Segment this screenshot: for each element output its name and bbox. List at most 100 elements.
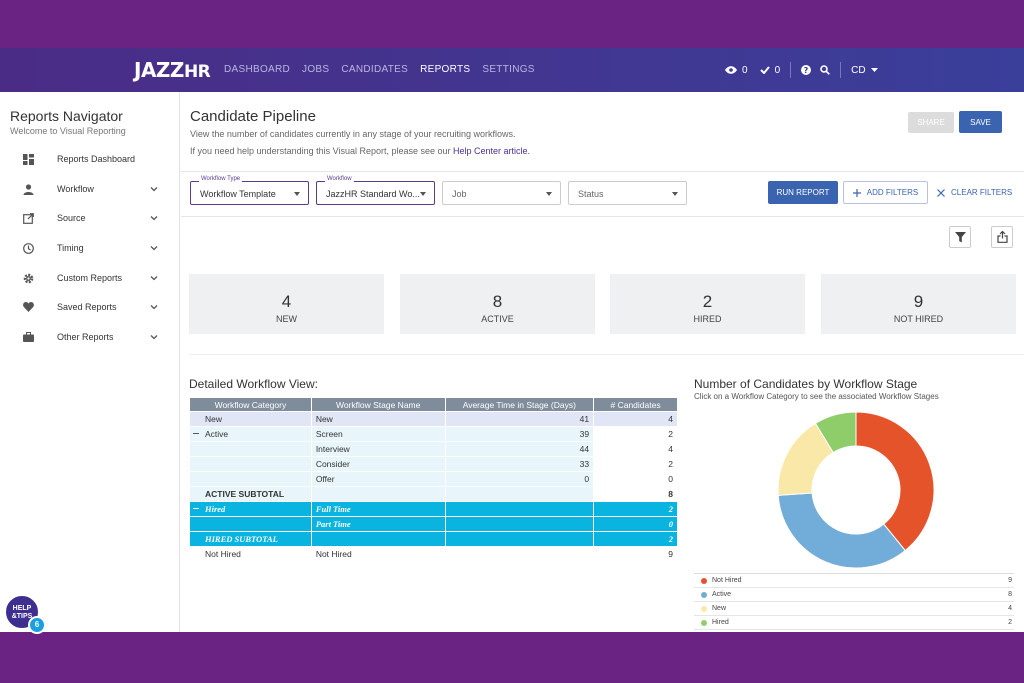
workflow-type-select[interactable]: Workflow Type Workflow Template (190, 176, 309, 205)
cell-stage: Full Time (310, 501, 446, 517)
legend-item[interactable]: New 4 (694, 602, 1014, 616)
jazzhr-logo[interactable]: JAZZHR (134, 58, 211, 82)
table-row[interactable]: Active Screen 39 2 (189, 426, 678, 442)
nav-divider (840, 62, 842, 78)
legend-item[interactable]: Not Hired 9 (694, 574, 1014, 588)
table-row[interactable]: New New 41 4 (189, 411, 678, 427)
help-tips-badge[interactable]: 6 (28, 616, 46, 634)
sidebar-item-workflow[interactable]: Workflow (0, 176, 180, 202)
job-select[interactable]: Job (442, 181, 561, 205)
help-center-link[interactable]: Help Center article. (453, 146, 531, 156)
legend-value: 2 (1008, 619, 1012, 626)
table-row[interactable]: Part Time 0 (189, 516, 678, 532)
cell-avg-time (444, 531, 595, 547)
table-row[interactable]: Interview 44 4 (189, 441, 678, 457)
nav-link-dashboard[interactable]: DASHBOARD (224, 64, 291, 75)
summary-label: NEW (276, 314, 297, 324)
summary-card-not-hired: 9 NOT HIRED (821, 274, 1016, 334)
divider (181, 216, 1024, 217)
job-placeholder: Job (452, 189, 467, 199)
cell-count: 2 (593, 426, 678, 442)
check-icon (759, 66, 770, 74)
table-row[interactable]: Hired Full Time 2 (189, 501, 678, 517)
table-row[interactable]: Consider 33 2 (189, 456, 678, 472)
collapse-icon[interactable] (193, 508, 199, 509)
briefcase-icon (22, 331, 34, 343)
nav-link-candidates[interactable]: CANDIDATES (341, 64, 409, 75)
summary-card-new: 4 NEW (189, 274, 384, 334)
user-menu[interactable]: CD (851, 65, 878, 76)
export-button[interactable] (991, 226, 1013, 248)
sidebar-item-other-reports[interactable]: Other Reports (0, 324, 180, 350)
sidebar-item-source[interactable]: Source (0, 205, 180, 231)
table-row-subtotal: HIRED SUBTOTAL 2 (189, 531, 678, 547)
caret-down-icon (672, 192, 678, 196)
column-header: Average Time in Stage (Days) (444, 397, 595, 412)
filter-button[interactable] (949, 226, 971, 248)
cell-avg-time: 0 (444, 471, 595, 487)
add-filters-button[interactable]: ADD FILTERS (843, 181, 928, 204)
cell-category (189, 456, 312, 472)
sidebar-item-saved-reports[interactable]: Saved Reports (0, 294, 180, 320)
donut-slice-active[interactable] (777, 492, 906, 569)
collapse-icon[interactable] (193, 433, 199, 434)
donut-slice-hired[interactable] (814, 411, 857, 454)
sidebar-item-custom-reports[interactable]: Custom Reports (0, 265, 180, 291)
clear-filters-label: CLEAR FILTERS (951, 188, 1013, 197)
summary-count: 2 (702, 292, 713, 311)
nav-right: 0 0 ? CD (725, 62, 878, 78)
nav-link-jobs[interactable]: JOBS (302, 64, 330, 75)
reports-sidebar: Reports Navigator Welcome to Visual Repo… (0, 92, 180, 634)
legend-item[interactable]: Hired 2 (694, 616, 1014, 630)
legend-swatch (701, 592, 707, 598)
table-row[interactable]: Offer 0 0 (189, 471, 678, 487)
clock-icon (22, 242, 34, 254)
legend-value: 4 (1008, 605, 1012, 612)
cell-category: ACTIVE SUBTOTAL (189, 486, 312, 502)
filter-icon (954, 231, 966, 242)
legend-label: Hired (712, 619, 729, 626)
views-indicator[interactable]: 0 (725, 65, 748, 76)
summary-count: 9 (913, 292, 924, 311)
tasks-indicator[interactable]: 0 (759, 64, 781, 76)
caret-down-icon (420, 192, 426, 196)
status-select[interactable]: Status (568, 181, 687, 205)
table-row[interactable]: Not Hired Not Hired 9 (189, 546, 678, 562)
sidebar-item-label: Reports Dashboard (57, 154, 136, 164)
tasks-count: 0 (774, 64, 781, 76)
nav-link-settings[interactable]: SETTINGS (482, 64, 535, 75)
cell-stage (310, 531, 446, 547)
share-button[interactable]: SHARE (908, 112, 954, 133)
close-icon (937, 188, 945, 197)
sidebar-item-reports-dashboard[interactable]: Reports Dashboard (0, 146, 180, 172)
sidebar-subtitle: Welcome to Visual Reporting (10, 126, 126, 136)
donut-chart[interactable] (776, 410, 936, 570)
cell-avg-time (444, 501, 595, 517)
cell-count: 0 (593, 471, 678, 487)
nav-link-reports[interactable]: REPORTS (420, 64, 471, 75)
cell-count: 2 (593, 456, 678, 472)
save-button[interactable]: SAVE (959, 111, 1002, 133)
cell-stage: New (310, 411, 446, 427)
help-icon[interactable]: ? (801, 65, 812, 75)
workflow-select[interactable]: Workflow JazzHR Standard Wo... (316, 176, 435, 205)
summary-count: 4 (281, 292, 292, 311)
external-link-icon (22, 212, 34, 224)
cell-avg-time: 44 (444, 441, 595, 457)
legend-value: 8 (1008, 591, 1012, 598)
summary-count: 8 (492, 292, 503, 311)
clear-filters-button[interactable]: CLEAR FILTERS (937, 181, 1012, 204)
chevron-down-icon (150, 216, 158, 221)
cell-category[interactable]: Active (189, 426, 312, 442)
search-icon[interactable] (820, 65, 830, 75)
run-report-button[interactable]: RUN REPORT (768, 181, 838, 204)
workflow-value: JazzHR Standard Wo... (326, 189, 420, 199)
page-title: Candidate Pipeline (190, 108, 316, 125)
cell-stage (310, 486, 446, 502)
eye-icon (725, 66, 737, 74)
sidebar-item-timing[interactable]: Timing (0, 235, 180, 261)
donut-slice-not-hired[interactable] (855, 411, 935, 552)
cell-category[interactable]: Hired (189, 501, 312, 517)
workflow-table: Workflow Category Workflow Stage Name Av… (189, 397, 678, 562)
legend-item[interactable]: Active 8 (694, 588, 1014, 602)
